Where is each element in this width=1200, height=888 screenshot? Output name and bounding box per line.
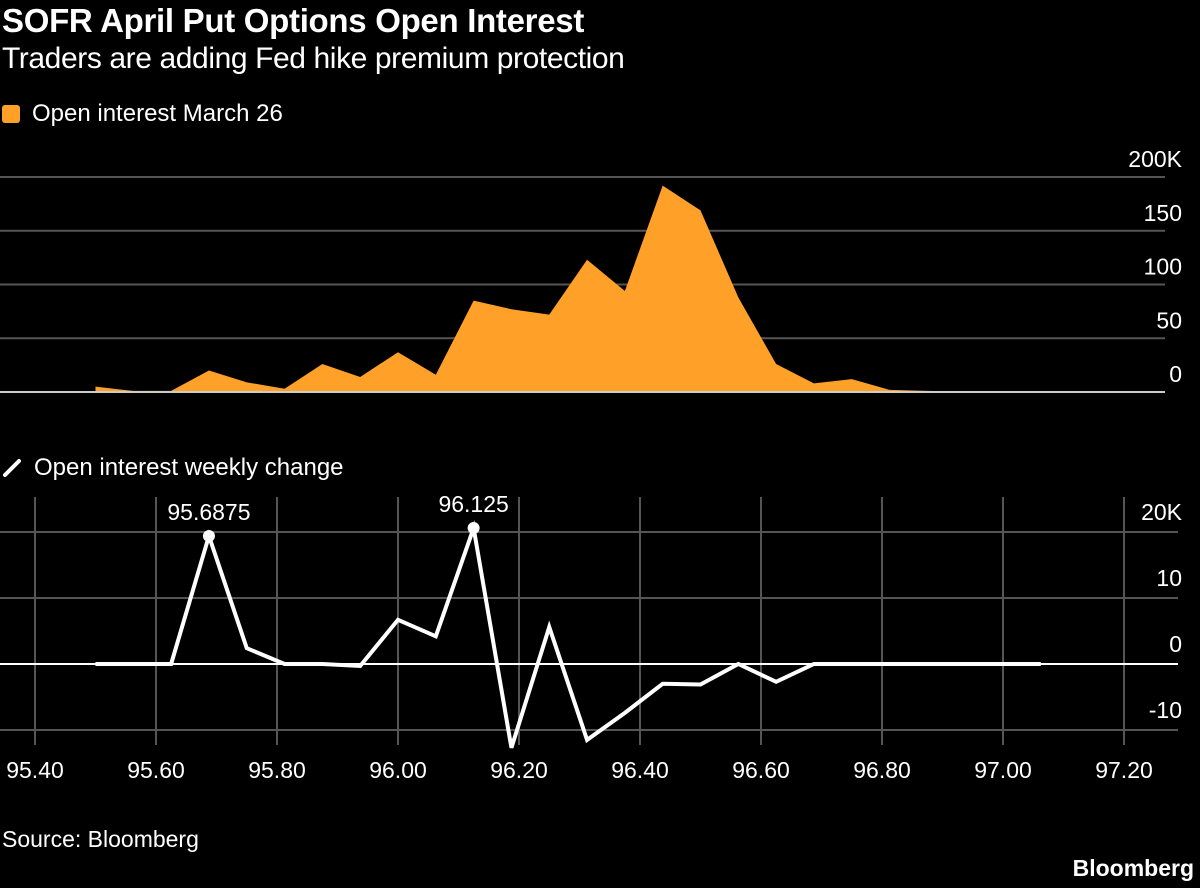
annotation-marker [467, 522, 480, 535]
x-tick-label: 96.80 [853, 757, 911, 783]
y-tick-label: 50 [1156, 307, 1182, 333]
y-tick-label: -10 [1149, 697, 1182, 723]
square-swatch-icon [2, 105, 20, 123]
y-tick-label: 0 [1169, 361, 1182, 387]
legend-line: Open interest weekly change [2, 454, 344, 482]
y-tick-label: 200K [1128, 146, 1182, 172]
x-tick-label: 97.00 [974, 757, 1032, 783]
line-series [95, 520, 1041, 749]
y-tick-label: 10 [1156, 565, 1182, 591]
y-tick-label: 0 [1169, 631, 1182, 657]
annotation-label: 95.6875 [167, 499, 250, 525]
x-tick-label: 96.60 [732, 757, 790, 783]
x-tick-label: 95.60 [127, 757, 185, 783]
y-tick-label: 150 [1144, 200, 1182, 226]
source-note: Source: Bloomberg [2, 826, 199, 852]
annotation-marker [202, 529, 215, 542]
legend-label: Open interest weekly change [34, 454, 344, 481]
x-tick-label: 96.40 [611, 757, 669, 783]
legend-label: Open interest March 26 [32, 100, 283, 127]
x-tick-label: 96.00 [369, 757, 427, 783]
x-tick-label: 95.40 [6, 757, 64, 783]
chart-title: SOFR April Put Options Open Interest [2, 2, 585, 39]
x-tick-label: 97.20 [1095, 757, 1153, 783]
x-tick-label: 96.20 [490, 757, 548, 783]
chart-subtitle: Traders are adding Fed hike premium prot… [2, 42, 625, 75]
line-swatch-icon [3, 459, 21, 477]
area-series [95, 185, 1041, 392]
bloomberg-logo: Bloomberg [1072, 855, 1194, 881]
legend-area: Open interest March 26 [2, 100, 283, 128]
y-tick-label: 100 [1144, 254, 1182, 280]
x-tick-label: 95.80 [248, 757, 306, 783]
annotation-label: 96.125 [438, 491, 508, 517]
y-tick-label: 20K [1141, 499, 1183, 525]
